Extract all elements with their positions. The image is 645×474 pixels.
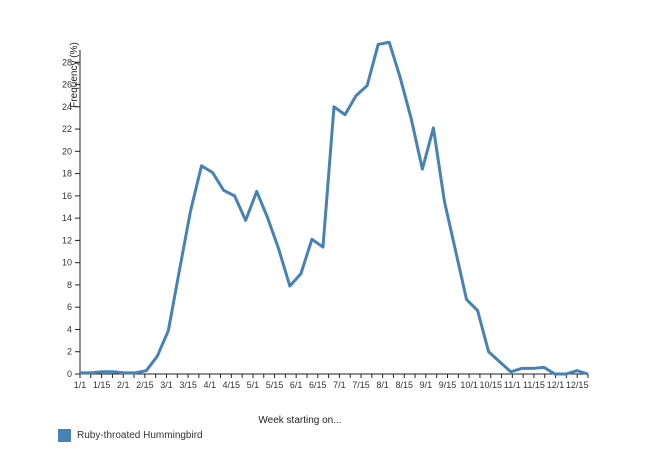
y-tick-label: 10: [62, 258, 72, 268]
x-tick-label: 3/1: [160, 380, 173, 390]
x-tick-label: 1/1: [74, 380, 87, 390]
x-tick-label: 12/1: [547, 380, 565, 390]
x-tick-label: 2/15: [136, 380, 154, 390]
x-tick-label: 8/1: [376, 380, 389, 390]
series-line: [80, 40, 589, 376]
legend-swatch: [58, 429, 71, 442]
legend: Ruby-throated Hummingbird: [58, 429, 203, 442]
y-tick-label: 26: [62, 80, 72, 90]
x-tick-label: 8/15: [395, 380, 413, 390]
x-tick-label: 12/15: [566, 380, 589, 390]
y-tick-label: 24: [62, 102, 72, 112]
x-axis-title: Week starting on...: [258, 415, 341, 426]
legend-label: Ruby-throated Hummingbird: [77, 430, 203, 441]
x-tick-label: 4/15: [223, 380, 241, 390]
x-tick-label: 1/15: [93, 380, 111, 390]
y-tick-label: 28: [62, 57, 72, 67]
x-axis: 1/1 1/15 2/1 2/15 3/1 3/15 4/1 4/15 5/1 5/15 6/1 6/…: [74, 374, 589, 390]
y-tick-label: 2: [67, 347, 72, 357]
x-tick-label: 10/15: [479, 380, 502, 390]
x-tick-label: 7/15: [352, 380, 370, 390]
y-axis-title: Frequency (%): [69, 42, 80, 108]
y-tick-label: 6: [67, 302, 72, 312]
y-tick-label: 14: [62, 213, 72, 223]
x-tick-label: 11/15: [523, 380, 545, 390]
y-tick-label: 8: [67, 280, 72, 290]
x-tick-label: 6/1: [290, 380, 303, 390]
y-tick-label: 18: [62, 169, 72, 179]
x-tick-label: 6/15: [309, 380, 327, 390]
x-tick-label: 4/1: [203, 380, 216, 390]
x-tick-label: 5/15: [266, 380, 284, 390]
x-tick-label: 5/1: [247, 380, 260, 390]
y-tick-label: 20: [62, 146, 72, 156]
x-tick-label: 3/15: [179, 380, 197, 390]
y-tick-label: 22: [62, 124, 72, 134]
y-tick-label: 0: [67, 369, 72, 379]
y-tick-label: 4: [67, 324, 72, 334]
x-tick-label: 10/1: [460, 380, 478, 390]
y-tick-label: 16: [62, 191, 72, 201]
y-tick-label: 12: [62, 235, 72, 245]
x-tick-label: 2/1: [117, 380, 130, 390]
x-tick-label: 9/1: [420, 380, 433, 390]
x-tick-label: 11/1: [504, 380, 521, 390]
x-tick-label: 9/15: [439, 380, 457, 390]
x-tick-label: 7/1: [333, 380, 346, 390]
